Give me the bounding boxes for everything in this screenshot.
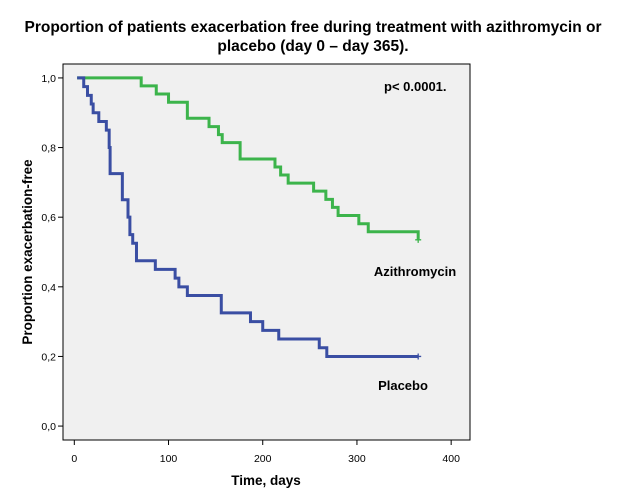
series-line-placebo	[77, 76, 419, 358]
y-axis-ticks: 0,0 0,2 0,4 0,6 0,8 1,0	[41, 73, 63, 433]
y-tick-label: 0,8	[41, 143, 56, 155]
series-layer: Azithromycin Placebo	[77, 76, 456, 393]
chart-title-line-1: Proportion of patients exacerbation free…	[24, 19, 602, 36]
chart-title: Proportion of patients exacerbation free…	[0, 18, 626, 56]
series-label-azithromycin: Azithromycin	[374, 264, 456, 279]
x-tick-label: 300	[348, 453, 366, 465]
censor-mark-placebo	[415, 353, 422, 360]
plot-area	[62, 63, 471, 441]
x-tick-label: 0	[71, 453, 77, 465]
y-tick-label: 0,6	[41, 212, 56, 224]
y-tick-label: 0,2	[41, 351, 56, 363]
x-tick-label: 400	[442, 453, 460, 465]
series-line-azithromycin	[77, 76, 420, 240]
x-axis-label: Time, days	[231, 473, 301, 488]
x-tick-label: 100	[160, 453, 178, 465]
x-axis-ticks: 0 100 200 300 400	[71, 440, 460, 465]
y-tick-label: 0,4	[41, 282, 56, 294]
y-tick-label: 1,0	[41, 73, 56, 85]
y-tick-label: 0,0	[41, 421, 56, 433]
censor-mark-azithromycin	[415, 236, 422, 243]
p-value-annotation: p< 0.0001.	[384, 79, 447, 94]
x-tick-label: 200	[254, 453, 272, 465]
series-label-placebo: Placebo	[378, 378, 428, 393]
chart-title-line-2: placebo (day 0 – day 365).	[217, 38, 409, 55]
y-axis-label: Proportion exacerbation-free	[20, 159, 35, 345]
